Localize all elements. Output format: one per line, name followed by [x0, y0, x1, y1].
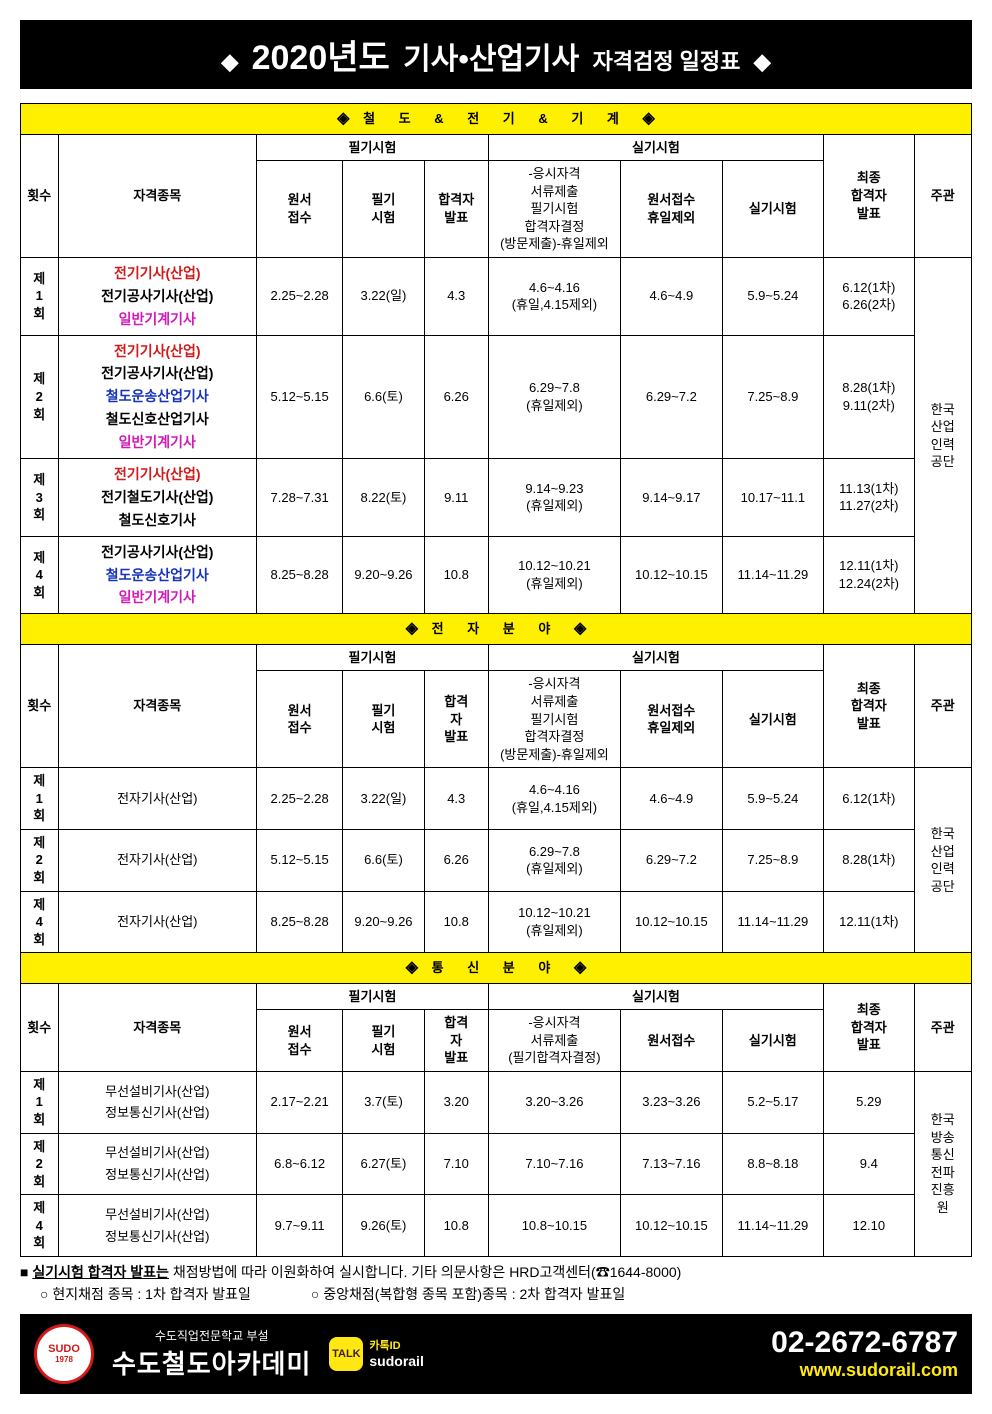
section-header-a: ◈ 철 도 & 전 기 & 기 계 ◈ [21, 104, 972, 135]
footer-title: 수도직업전문학교 부설 수도철도아카데미 [112, 1327, 311, 1381]
phone-number: 02-2672-6787 [771, 1326, 958, 1360]
col-pexam: 실기시험 [722, 161, 823, 258]
table-row: 제4회 전기공사기사(산업) 철도운송산업기사 일반기계기사 8.25~8.28… [21, 536, 972, 614]
schedule-table: ◈ 철 도 & 전 기 & 기 계 ◈ 횟수 자격종목 필기시험 실기시험 최종… [20, 103, 972, 1257]
table-row: 제1회 전자기사(산업) 2.25~2.28 3.22(일) 4.3 4.6~4… [21, 768, 972, 830]
section-header-c: ◈ 통 신 분 야 ◈ [21, 953, 972, 984]
footnotes: ■ 실기시험 합격자 발표는 채점방법에 따라 이원화하여 실시합니다. 기타 … [20, 1261, 972, 1306]
col-psubmit: -응시자격서류제출필기시험합격자결정(방문제출)-휴일제외 [488, 161, 620, 258]
table-row: 제2회 전기기사(산업) 전기공사기사(산업) 철도운송산업기사 철도신호산업기… [21, 335, 972, 458]
section-header-b: ◈ 전 자 분 야 ◈ [21, 614, 972, 645]
logo-badge-icon: SUDO 1978 [34, 1324, 94, 1384]
col-group-written: 필기시험 [257, 134, 489, 161]
footer-contact: 02-2672-6787 www.sudorail.com [771, 1326, 958, 1381]
footer-bar: SUDO 1978 수도직업전문학교 부설 수도철도아카데미 TALK 카톡ID… [20, 1314, 972, 1394]
table-row: 제2회 전자기사(산업) 5.12~5.15 6.6(토) 6.26 6.29~… [21, 829, 972, 891]
round-label: 제1회 [21, 257, 59, 335]
col-wapply: 원서접수 [257, 161, 343, 258]
col-org: 주관 [914, 134, 971, 257]
col-wexam: 필기시험 [343, 161, 425, 258]
title-tail: 자격검정 일정표 [593, 49, 741, 74]
col-papply: 원서접수휴일제외 [621, 161, 722, 258]
table-row: 제4회 무선설비기사(산업) 정보통신기사(산업) 9.7~9.11 9.26(… [21, 1195, 972, 1257]
col-final: 최종합격자발표 [824, 134, 914, 257]
diamond-icon: ◆ [754, 49, 771, 74]
subject-cell: 전기기사(산업) 전기공사기사(산업) 일반기계기사 [58, 257, 257, 335]
org-cell: 한국산업인력공단 [914, 768, 971, 953]
website-url: www.sudorail.com [771, 1360, 958, 1381]
col-wpass: 합격자발표 [424, 161, 488, 258]
table-row: 제1회 전기기사(산업) 전기공사기사(산업) 일반기계기사 2.25~2.28… [21, 257, 972, 335]
table-row: 제2회 무선설비기사(산업) 정보통신기사(산업) 6.8~6.12 6.27(… [21, 1133, 972, 1195]
diamond-icon: ◆ [221, 49, 238, 74]
kakao-contact: TALK 카톡ID sudorail [329, 1337, 423, 1371]
org-cell: 한국산업인력공단 [914, 257, 971, 613]
table-row: 제4회 전자기사(산업) 8.25~8.28 9.20~9.26 10.8 10… [21, 891, 972, 953]
kakao-icon: TALK [329, 1337, 363, 1371]
table-row: 제1회 무선설비기사(산업) 정보통신기사(산업) 2.17~2.21 3.7(… [21, 1071, 972, 1133]
col-group-practical: 실기시험 [488, 134, 823, 161]
org-cell: 한국방송통신전파진흥원 [914, 1071, 971, 1256]
table-row: 제3회 전기기사(산업) 전기철도기사(산업) 철도신호기사 7.28~7.31… [21, 459, 972, 537]
title-mid: 기사•산업기사 [403, 43, 579, 76]
title-year: 2020년도 [252, 39, 390, 77]
col-round: 횟수 [21, 134, 59, 257]
page-title-bar: ◆ 2020년도 기사•산업기사 자격검정 일정표 ◆ [20, 20, 972, 89]
col-subject: 자격종목 [58, 134, 257, 257]
